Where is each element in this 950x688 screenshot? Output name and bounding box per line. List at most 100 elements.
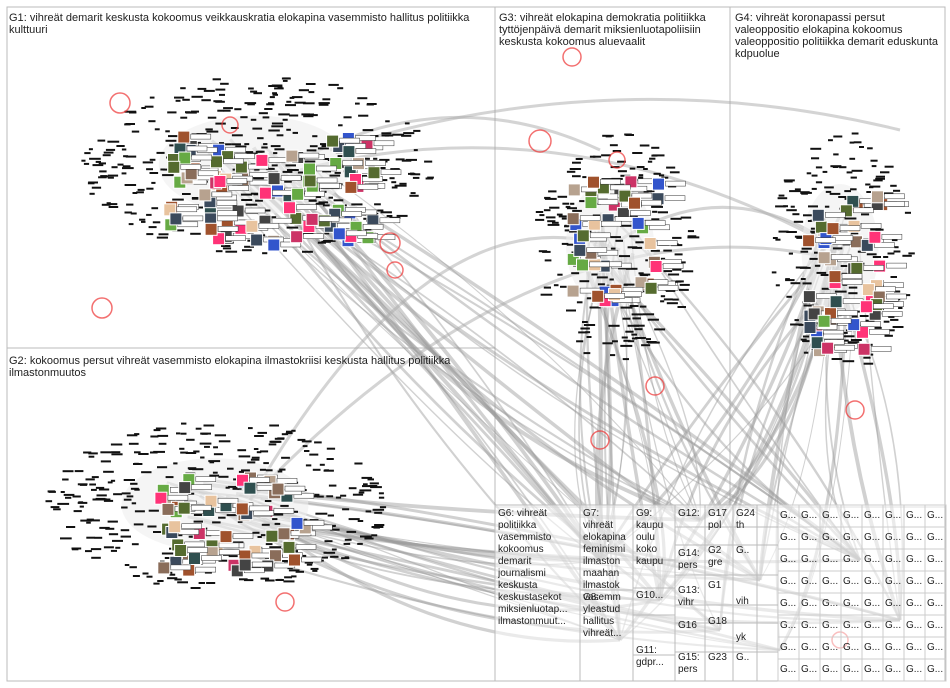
node-dash [188, 492, 195, 495]
node-dash [265, 579, 275, 582]
node-dash [578, 331, 588, 334]
node-dash [562, 202, 570, 205]
tiny-group-label: G... [864, 510, 881, 521]
node-dash [867, 147, 873, 150]
node-dash [304, 561, 313, 564]
node-dash [553, 284, 559, 287]
node-dash [326, 458, 334, 460]
node-dash [223, 109, 231, 112]
small-group-term: vihreät [583, 520, 614, 531]
node-dash [539, 214, 545, 217]
node-dash [266, 167, 275, 170]
node-dash [371, 534, 378, 537]
node-dash [193, 514, 205, 516]
node-dash [250, 90, 258, 93]
node-dash [247, 239, 253, 242]
node-dash [564, 229, 572, 232]
node-dash [849, 157, 856, 160]
node-dash [639, 305, 647, 308]
node-dash [108, 203, 118, 206]
avatar-label [601, 220, 622, 227]
tiny-group-label: G... [906, 510, 923, 521]
avatar-label [657, 285, 679, 291]
node-dash [122, 167, 134, 170]
node-dash [788, 252, 793, 255]
avatar-label [251, 561, 273, 568]
small-group-term: politiikka [498, 520, 537, 531]
avatar-node [342, 145, 356, 159]
node-dash [839, 166, 847, 169]
node-dash [851, 315, 858, 318]
tiny-group-label: G... [885, 664, 902, 675]
node-dash [374, 524, 385, 526]
avatar-node [584, 196, 598, 210]
node-dash [638, 176, 644, 179]
node-dash [148, 120, 156, 123]
node-dash [130, 487, 139, 490]
node-dash [172, 198, 184, 201]
node-dash [790, 323, 802, 326]
node-dash [322, 158, 332, 160]
node-dash [668, 273, 680, 276]
node-dash [886, 329, 895, 332]
node-dash [627, 324, 639, 327]
node-dash [328, 239, 336, 242]
node-dash [146, 233, 154, 236]
avatar-label [180, 164, 202, 170]
node-dash [381, 132, 392, 135]
node-dash [225, 486, 230, 489]
node-dash [66, 526, 76, 528]
node-dash [108, 206, 119, 208]
node-dash [102, 154, 111, 157]
small-group-label-g15: G15: [678, 652, 700, 663]
node-dash [146, 187, 154, 190]
node-dash [405, 158, 417, 161]
avatar-node [210, 155, 223, 169]
node-dash [168, 135, 179, 138]
avatar-node [367, 166, 381, 180]
node-dash [105, 148, 116, 151]
node-dash [838, 196, 847, 198]
node-dash [160, 168, 165, 171]
node-dash [392, 133, 405, 136]
node-dash [621, 336, 628, 339]
node-dash [91, 556, 101, 559]
node-dash [268, 102, 274, 105]
node-dash [385, 120, 390, 123]
node-dash [898, 307, 903, 309]
node-dash [362, 129, 374, 132]
node-dash [649, 157, 656, 160]
node-dash [364, 537, 374, 540]
avatar-label [316, 165, 337, 172]
node-dash [167, 111, 177, 114]
node-dash [833, 153, 839, 156]
node-dash [628, 340, 634, 343]
node-dash [680, 216, 692, 219]
node-dash [121, 148, 127, 151]
node-dash [244, 579, 254, 582]
node-dash [286, 430, 293, 433]
tiny-group-label: G... [864, 664, 881, 675]
avatar-label [276, 478, 298, 484]
avatar-label [280, 175, 302, 181]
node-dash [269, 546, 282, 549]
node-dash [844, 339, 849, 342]
node-dash [625, 267, 638, 270]
node-dash [806, 172, 812, 175]
avatar-label [630, 210, 651, 216]
node-dash [309, 519, 319, 522]
small-group-term: gdpr... [636, 657, 664, 668]
avatar-node [250, 233, 264, 247]
node-dash [203, 89, 215, 92]
node-dash [77, 483, 88, 486]
node-dash [289, 114, 299, 117]
small-group-term: demarit [498, 556, 532, 567]
node-dash [657, 211, 668, 214]
node-dash [330, 555, 339, 558]
node-dash [283, 580, 295, 583]
node-dash [635, 241, 645, 244]
node-dash [153, 450, 165, 453]
node-dash [130, 482, 138, 485]
node-dash [800, 191, 810, 194]
